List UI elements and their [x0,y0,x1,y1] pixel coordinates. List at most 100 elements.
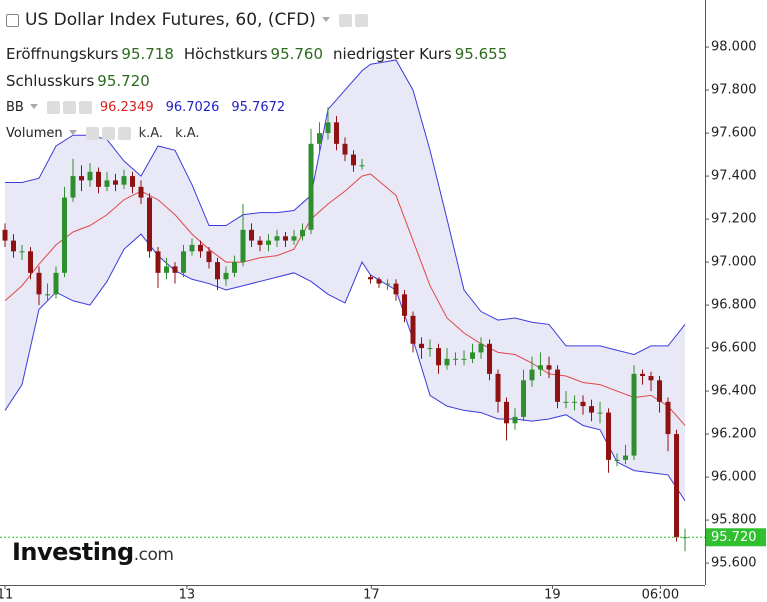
candle-body [308,143,314,230]
candle-body [266,240,272,245]
ohlc-label: Schlusskurs [6,72,95,90]
candle [368,274,374,284]
candle [631,365,637,460]
candle [232,255,238,278]
candle-body [623,455,629,460]
y-tick-label: 97.400 [711,169,757,184]
candle-body [563,401,569,403]
candle-body [249,229,255,241]
icon[interactable] [62,101,76,114]
caret[interactable] [68,130,77,135]
icon[interactable] [46,101,60,114]
candle [87,163,93,187]
candle [240,204,246,267]
candle [419,337,425,359]
candle [682,528,688,552]
candle [274,229,280,248]
price-tag-box [706,528,766,547]
y-tick-label: 98.000 [711,40,757,55]
candle-body [436,348,442,366]
candle-body [674,434,680,538]
candle [538,352,544,377]
candle-body [300,229,306,237]
candle-body [181,251,187,273]
candle-body [385,283,391,285]
candle [351,150,357,172]
candle-body [44,294,50,296]
y-tick-label: 96.000 [711,470,757,485]
candle [53,266,59,299]
candle [300,223,306,241]
candle-body [189,244,195,252]
candle-body [461,358,467,360]
x-tick-label: 11 [0,588,13,602]
candle-body [130,176,136,187]
caret[interactable] [321,16,330,22]
candle [19,244,25,260]
candle-body [487,343,493,374]
indicator-label: BB [6,100,24,115]
price-tag-label: 95.720 [711,530,757,545]
candle-body [36,272,42,295]
y-tick-label: 95.800 [711,513,757,528]
candle-body [206,251,212,263]
candle-body [393,283,399,295]
ohlc-value: 95.760 [270,45,324,63]
y-tick-label: 97.800 [711,83,757,98]
ohlc-row: Schlusskurs 95.720 [6,72,160,90]
candle [104,171,110,192]
candle-body [640,373,646,377]
icon[interactable] [78,101,92,114]
candle [130,171,136,194]
candle [121,169,127,189]
header-title: US Dollar Index Futures, 60, (CFD) [6,10,368,30]
candle-body [555,369,561,402]
candle-body [419,343,425,349]
candle-body [342,143,348,155]
ohlc-value: 95.720 [97,72,150,90]
candle-body [580,401,586,407]
settings-icon[interactable] [338,13,352,27]
candle [640,369,646,385]
candle [572,395,578,411]
candle-body [147,197,153,252]
icon[interactable] [85,127,99,140]
candle [589,399,595,422]
candle [563,391,569,409]
y-tick-label: 97.200 [711,212,757,227]
ohlc-value: 95.655 [454,45,508,63]
candle [385,279,391,291]
candle [402,290,408,323]
candle [436,343,442,374]
indicator-value: 96.7026 [165,100,220,115]
ohlc-value: 95.718 [121,45,174,63]
candle-body [470,352,476,359]
gear-icon[interactable] [354,13,368,27]
caret[interactable] [29,104,38,109]
ohlc-label: Höchstkurs [183,45,268,63]
candle [487,339,493,381]
candle [453,352,459,366]
candle [70,158,76,202]
candle-body [96,171,102,187]
candle [283,231,289,248]
icon[interactable] [101,127,115,140]
ohlc-row: Eröffnungskurs 95.718 Höchstkurs 95.760 nied… [6,45,517,63]
icon[interactable] [117,127,131,140]
candle [36,266,42,306]
candle [504,397,510,441]
candle-body [521,380,527,417]
candle-body [631,373,637,456]
candle-body [359,165,365,167]
y-tick-label: 97.000 [711,255,757,270]
candle [308,128,314,235]
collapse-icon[interactable] [6,13,19,27]
logo: Investing.com [12,538,174,566]
logo-main: Investing [12,538,134,566]
volume-value: k.A. [138,126,164,141]
candle-body [53,272,59,295]
candle [334,115,340,151]
y-tick-label: 96.800 [711,298,757,313]
candle-body [334,122,340,144]
